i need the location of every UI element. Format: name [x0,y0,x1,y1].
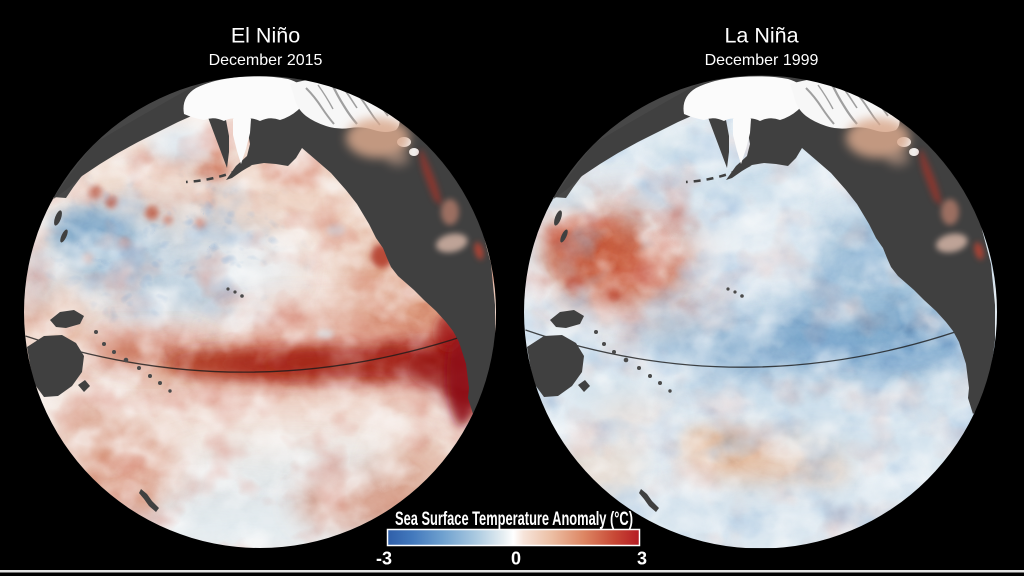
svg-text:0: 0 [511,549,521,569]
svg-text:December 1999: December 1999 [705,52,819,69]
svg-text:La Niña: La Niña [724,23,798,47]
svg-text:El Niño: El Niño [231,23,300,47]
svg-text:3: 3 [637,549,647,569]
svg-text:December 2015: December 2015 [209,52,323,69]
svg-text:-3: -3 [376,549,392,569]
svg-text:Sea Surface Temperature Anomal: Sea Surface Temperature Anomaly (°C) [395,509,633,530]
